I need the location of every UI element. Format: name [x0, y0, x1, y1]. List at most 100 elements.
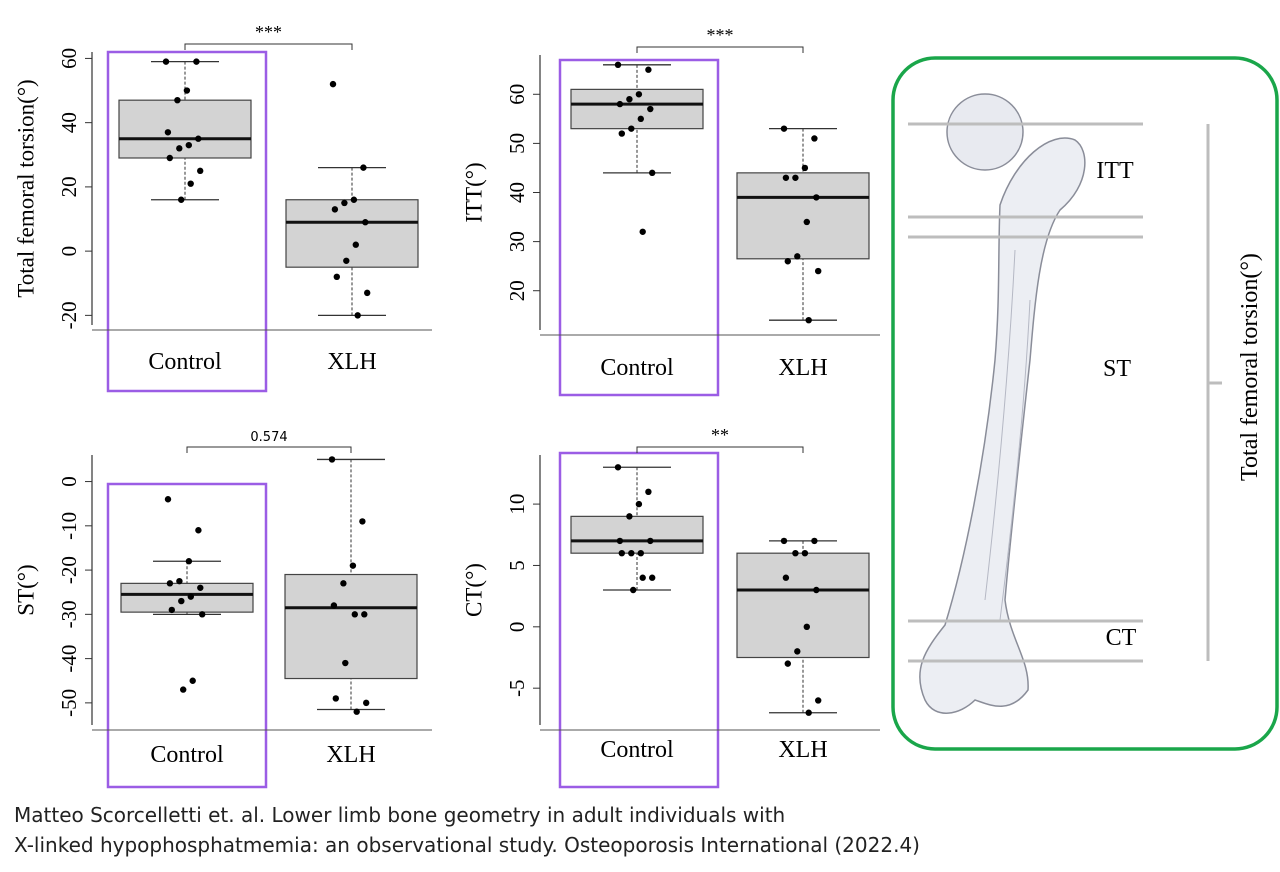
- significance-bracket: [636, 46, 804, 53]
- data-point: [351, 611, 358, 618]
- highlight: [558, 58, 720, 397]
- highlight: [558, 451, 720, 789]
- data-point: [168, 606, 175, 614]
- highlight: [106, 482, 268, 789]
- data-point: [803, 623, 810, 631]
- data-point: [331, 206, 339, 213]
- data-point: [350, 196, 358, 203]
- data-point: [635, 91, 643, 98]
- data-point: [784, 258, 791, 265]
- data-point: [330, 602, 338, 609]
- highlight: [106, 50, 268, 393]
- significance-label: ***: [255, 22, 282, 42]
- y-axis-label: Total femoral torsion(°): [13, 79, 38, 297]
- data-point: [363, 699, 370, 707]
- data-point: [801, 164, 809, 172]
- caption: Matteo Scorcelletti et. al. Lower limb b…: [14, 803, 785, 827]
- data-point: [784, 660, 791, 667]
- data-point: [815, 267, 822, 275]
- data-point: [614, 61, 622, 69]
- data-point: [343, 257, 350, 264]
- y-tick-label: -50: [57, 689, 81, 717]
- data-point: [341, 199, 348, 207]
- data-point: [342, 659, 349, 667]
- data-point: [176, 577, 183, 585]
- data-point: [780, 537, 788, 545]
- y-tick-label: -40: [57, 645, 81, 673]
- data-point: [805, 316, 812, 324]
- data-point: [353, 708, 360, 715]
- data-point: [162, 58, 170, 65]
- femur-label: CT: [1106, 625, 1137, 651]
- y-tick-label: 0: [57, 476, 81, 487]
- y-tick-label: 10: [505, 494, 529, 515]
- x-tick-label: Control: [600, 737, 674, 763]
- y-tick-label: 5: [505, 560, 529, 571]
- x-tick-label: Control: [148, 349, 222, 375]
- data-point: [618, 130, 625, 137]
- x-tick-label: XLH: [326, 742, 375, 768]
- significance-bracket: [184, 43, 353, 50]
- data-point: [340, 580, 347, 587]
- y-tick-label: 0: [505, 622, 529, 633]
- y-axis-label: ST(°): [13, 564, 38, 615]
- data-point: [811, 537, 818, 545]
- data-point: [328, 456, 336, 463]
- data-point: [639, 574, 646, 581]
- data-point: [647, 537, 654, 545]
- x-tick-label: XLH: [778, 737, 827, 763]
- data-point: [626, 95, 633, 103]
- x-tick-label: Control: [150, 742, 224, 768]
- data-point: [645, 66, 652, 73]
- data-point: [362, 219, 369, 226]
- box-plot: -50 -40 -30 -20 -10 0 ST(°) 0.574 Control XLH: [13, 430, 432, 768]
- data-point: [637, 549, 644, 557]
- data-point: [185, 141, 192, 149]
- y-tick-label: 60: [505, 84, 529, 105]
- data-point: [647, 105, 654, 113]
- data-point: [782, 574, 790, 581]
- data-point: [780, 125, 788, 132]
- significance-bracket: [636, 446, 804, 453]
- data-point: [637, 115, 644, 123]
- data-point: [361, 611, 368, 618]
- y-tick-label: -20: [57, 556, 81, 584]
- y-tick-label: 40: [505, 182, 529, 203]
- data-point: [333, 273, 340, 281]
- y-tick-label: -30: [57, 600, 81, 628]
- data-point: [815, 697, 822, 704]
- data-point: [176, 145, 183, 152]
- x-tick-label: Control: [600, 355, 674, 381]
- x-tick-label: XLH: [327, 349, 376, 375]
- significance-label: 0.574: [250, 430, 287, 445]
- data-point: [185, 558, 193, 565]
- data-point: [195, 527, 202, 534]
- data-point: [618, 549, 625, 557]
- data-point: [193, 58, 200, 65]
- data-point: [616, 100, 624, 108]
- data-point: [174, 96, 181, 104]
- caption: X-linked hypophosphatmemia: an observati…: [14, 833, 920, 857]
- y-tick-label: 20: [505, 280, 529, 301]
- data-point: [199, 611, 206, 618]
- box: [118, 99, 252, 159]
- x-tick-label: XLH: [778, 355, 827, 381]
- box-plot: -20 0 20 40 60 Total femoral torsion(°) *** Con…: [13, 22, 432, 375]
- data-point: [614, 464, 622, 471]
- data-point: [349, 562, 357, 569]
- data-point: [164, 129, 172, 136]
- y-axis-label: ITT(°): [461, 162, 486, 222]
- y-tick-label: -20: [57, 301, 81, 329]
- data-point: [354, 312, 361, 319]
- data-point: [805, 709, 812, 716]
- femur-side-label: Total femoral torsion(°): [1237, 253, 1263, 481]
- data-point: [792, 549, 799, 557]
- level-lines: [908, 122, 1222, 663]
- femur-label: ST: [1103, 356, 1131, 382]
- data-point: [180, 686, 187, 693]
- data-point: [352, 241, 359, 248]
- data-point: [178, 597, 185, 605]
- data-point: [649, 169, 656, 177]
- data-point: [628, 125, 635, 132]
